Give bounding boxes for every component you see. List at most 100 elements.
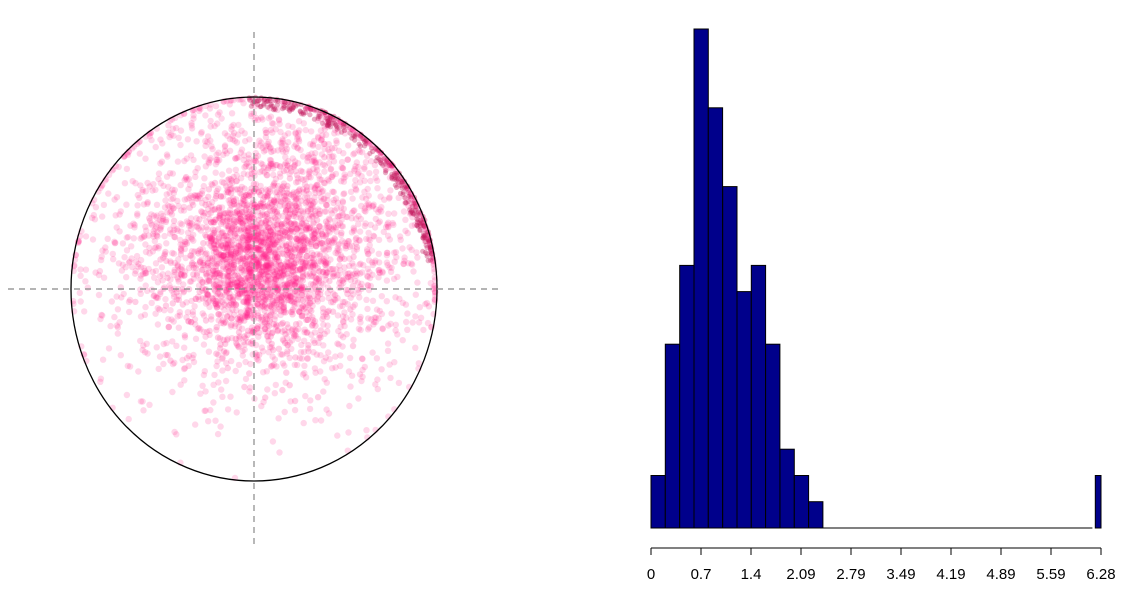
data-point	[185, 186, 192, 193]
data-point	[305, 154, 312, 161]
data-point	[275, 116, 283, 123]
data-point	[371, 259, 379, 266]
data-point	[321, 376, 328, 383]
data-point	[322, 208, 330, 215]
data-point	[271, 198, 278, 206]
data-point	[281, 202, 288, 209]
data-point	[372, 257, 379, 264]
data-point	[273, 161, 281, 169]
data-point	[351, 207, 358, 214]
data-point	[205, 158, 212, 165]
data-point	[322, 218, 330, 225]
data-point	[308, 205, 315, 213]
data-point	[274, 147, 281, 154]
data-point	[207, 238, 215, 245]
data-point	[171, 428, 178, 436]
data-point	[262, 313, 269, 320]
data-point	[148, 211, 155, 218]
data-point	[190, 115, 197, 122]
data-point	[330, 188, 337, 196]
data-point	[277, 351, 284, 358]
data-point	[210, 219, 217, 226]
data-point	[269, 183, 276, 190]
data-point	[293, 221, 300, 228]
data-point	[235, 282, 242, 290]
data-point	[317, 368, 324, 375]
data-point	[268, 241, 275, 248]
data-point	[289, 306, 296, 313]
data-point	[223, 217, 231, 224]
data-point	[202, 163, 209, 170]
data-point	[238, 325, 246, 332]
data-point	[341, 322, 348, 330]
data-point	[414, 279, 421, 286]
data-point	[132, 267, 139, 275]
data-point	[246, 260, 254, 268]
data-point	[365, 235, 372, 243]
data-point	[199, 224, 206, 231]
data-point	[215, 269, 223, 277]
data-point	[100, 201, 108, 209]
data-point	[115, 163, 122, 170]
data-point	[192, 421, 199, 428]
data-point	[264, 172, 271, 179]
data-point	[220, 263, 227, 270]
data-point	[408, 222, 416, 229]
data-point	[275, 303, 282, 310]
data-point	[262, 217, 269, 225]
data-point	[146, 133, 154, 140]
data-point	[281, 220, 288, 227]
data-point	[294, 175, 302, 182]
data-point	[255, 262, 262, 269]
data-point	[98, 311, 105, 319]
data-point	[272, 199, 279, 206]
data-point	[304, 206, 311, 213]
data-point	[173, 342, 180, 349]
data-point	[257, 250, 264, 257]
data-point	[228, 281, 236, 288]
data-point	[290, 259, 298, 267]
data-point	[320, 358, 328, 365]
data-point	[312, 207, 319, 215]
data-point	[268, 160, 275, 168]
data-point	[250, 197, 257, 204]
data-point	[246, 290, 253, 297]
data-point	[259, 302, 266, 309]
data-point	[364, 326, 372, 333]
data-point	[162, 302, 170, 309]
data-point	[225, 167, 233, 174]
data-point	[258, 203, 266, 210]
data-point	[233, 249, 240, 256]
data-point	[284, 216, 291, 223]
data-point	[385, 210, 392, 217]
x-tick-label: 3.49	[886, 566, 915, 583]
data-point	[350, 253, 357, 261]
data-point	[196, 259, 204, 266]
data-point	[151, 237, 158, 245]
data-point	[77, 266, 84, 273]
data-point	[89, 236, 97, 243]
data-point	[270, 320, 277, 328]
data-point	[335, 341, 342, 348]
data-point	[223, 255, 230, 263]
data-point	[219, 171, 226, 178]
data-point	[312, 274, 319, 281]
data-point	[243, 265, 250, 272]
data-point	[171, 186, 178, 194]
data-point	[297, 146, 304, 154]
data-point	[277, 128, 284, 136]
x-tick-label: 0	[647, 566, 655, 583]
data-point	[148, 286, 156, 293]
data-point	[223, 287, 230, 294]
data-point	[247, 360, 254, 368]
data-point	[198, 208, 205, 215]
data-point	[232, 186, 239, 193]
data-point	[304, 355, 311, 363]
data-point	[254, 278, 261, 285]
data-point	[217, 220, 225, 227]
data-point	[263, 278, 270, 286]
data-point	[335, 271, 342, 279]
data-point	[228, 321, 235, 329]
data-point	[175, 267, 182, 274]
data-point	[249, 287, 256, 294]
